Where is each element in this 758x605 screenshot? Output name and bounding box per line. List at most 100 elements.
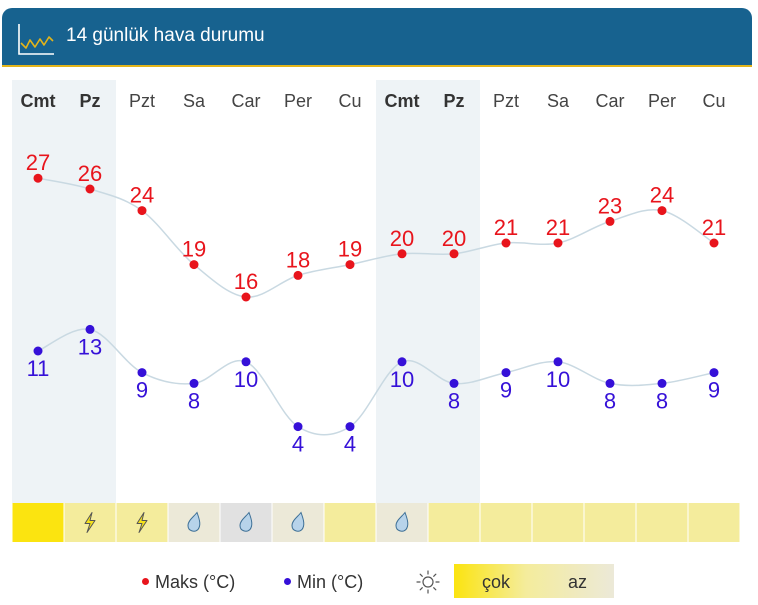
min-value-label: 4 <box>292 432 304 457</box>
lightning-icon <box>136 512 148 533</box>
min-value-label: 9 <box>136 378 148 403</box>
day-label: Car <box>231 91 260 111</box>
max-value-label: 21 <box>546 215 570 240</box>
day-label: Pz <box>443 91 464 111</box>
weekend-column <box>64 80 116 503</box>
day-label: Cmt <box>21 91 56 111</box>
sunshine-cell <box>688 503 740 542</box>
max-value-label: 19 <box>182 237 206 262</box>
min-value-label: 8 <box>448 388 460 413</box>
min-value-label: 11 <box>27 356 50 381</box>
legend-min-label: Min (°C) <box>297 572 364 592</box>
min-point <box>605 378 615 388</box>
day-label: Pz <box>79 91 100 111</box>
max-value-label: 23 <box>598 193 622 218</box>
sunshine-cell <box>12 503 64 542</box>
chart-legend: Maks (°C) Min (°C) çok az <box>2 564 752 600</box>
max-point <box>293 270 303 280</box>
max-point <box>137 206 147 216</box>
scale-low-label: az <box>568 572 588 592</box>
min-value-label: 10 <box>234 367 258 392</box>
sunshine-scale: çok az <box>454 564 614 598</box>
max-point <box>397 249 407 259</box>
max-point <box>657 206 667 216</box>
day-label: Per <box>648 91 676 111</box>
min-point <box>449 378 459 388</box>
forecast-card: 14 günlük hava durumu Cmt Pz Pzt Sa Car Per Cu… <box>2 8 752 605</box>
min-value-label: 9 <box>500 378 512 403</box>
min-point <box>85 324 95 334</box>
day-label: Car <box>595 91 624 111</box>
max-point <box>449 249 459 259</box>
max-value-label: 27 <box>26 150 50 175</box>
day-label: Pzt <box>493 91 519 111</box>
min-value-label: 13 <box>78 334 102 359</box>
max-value-label: 26 <box>78 161 102 186</box>
min-point <box>657 378 667 388</box>
min-point <box>709 368 719 378</box>
min-value-label: 4 <box>344 432 356 457</box>
day-label: Sa <box>183 91 206 111</box>
min-value-label: 10 <box>390 367 414 392</box>
legend-max-label: Maks (°C) <box>155 572 236 592</box>
legend-max: Maks (°C) <box>142 572 235 593</box>
min-value-label: 8 <box>188 388 200 413</box>
max-value-label: 20 <box>442 226 466 251</box>
min-point <box>397 357 407 367</box>
max-value-label: 18 <box>286 247 310 272</box>
card-title: 14 günlük hava durumu <box>66 25 265 46</box>
max-point <box>85 184 95 194</box>
day-label: Sa <box>547 91 570 111</box>
weekend-column <box>428 80 480 503</box>
min-value-label: 8 <box>604 388 616 413</box>
day-label: Cu <box>338 91 361 111</box>
line-chart-icon <box>18 24 54 55</box>
card-header: 14 günlük hava durumu <box>2 8 752 67</box>
weekend-column <box>376 80 428 503</box>
max-point <box>345 260 355 270</box>
max-value-label: 24 <box>130 183 154 208</box>
max-point <box>33 173 43 183</box>
min-value-label: 8 <box>656 388 668 413</box>
temperature-chart: Cmt Pz Pzt Sa Car Per Cu Cmt Pz Pzt Sa Car Per Cu 27 26… <box>12 80 740 542</box>
raindrop-icon <box>239 511 253 532</box>
max-value-label: 21 <box>494 215 518 240</box>
max-point <box>553 238 563 248</box>
max-value-label: 20 <box>390 226 414 251</box>
min-point <box>553 357 563 367</box>
min-series-line <box>37 328 715 436</box>
sunshine-cell <box>636 503 688 542</box>
min-point <box>501 368 511 378</box>
max-value-label: 19 <box>338 237 362 262</box>
day-label: Cmt <box>385 91 420 111</box>
max-value-label: 24 <box>650 183 674 208</box>
day-label: Pzt <box>129 91 155 111</box>
day-label: Cu <box>702 91 725 111</box>
min-value-label: 9 <box>708 378 720 403</box>
day-label: Per <box>284 91 312 111</box>
sunshine-cell <box>480 503 532 542</box>
max-point <box>501 238 511 248</box>
min-point <box>241 357 251 367</box>
legend-min-dot <box>284 577 291 585</box>
scale-high-label: çok <box>482 572 511 592</box>
sunshine-cell <box>584 503 636 542</box>
max-point <box>709 238 719 248</box>
min-point <box>189 378 199 388</box>
raindrop-icon <box>291 511 305 532</box>
sunshine-cell <box>324 503 376 542</box>
min-point <box>33 346 43 356</box>
min-value-label: 10 <box>546 367 570 392</box>
max-value-label: 21 <box>702 215 726 240</box>
max-point <box>605 216 615 226</box>
max-series-line <box>37 177 715 298</box>
weekend-column <box>12 80 64 503</box>
max-value-label: 16 <box>234 269 258 294</box>
sunshine-cell <box>428 503 480 542</box>
min-point <box>345 422 355 432</box>
max-point <box>241 292 251 302</box>
min-point <box>293 422 303 432</box>
raindrop-icon <box>187 511 201 532</box>
legend-min: Min (°C) <box>284 572 363 593</box>
sunshine-cell <box>532 503 584 542</box>
